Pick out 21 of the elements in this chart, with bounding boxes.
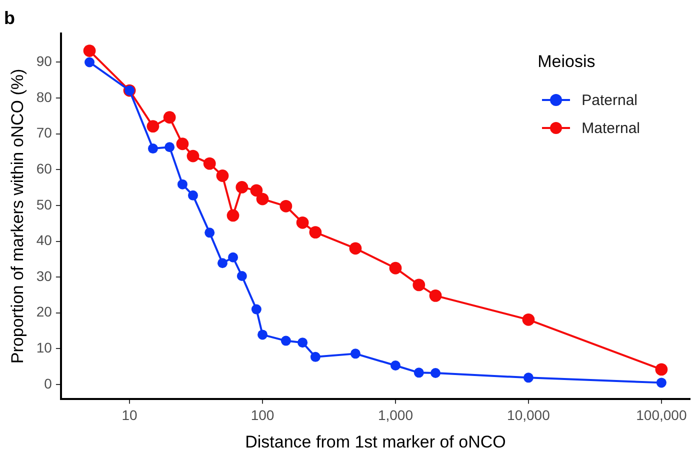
legend-title: Meiosis [538, 52, 596, 72]
y-axis-title: Proportion of markers within oNCO (%) [8, 68, 27, 364]
y-tick-label: 50 [36, 196, 52, 212]
y-tick-label: 90 [36, 53, 52, 70]
y-tick-label: 30 [36, 268, 52, 284]
y-tick-label: 20 [36, 304, 52, 320]
y-tick-label: 80 [36, 88, 52, 105]
y-tick-label: 70 [36, 124, 52, 141]
x-tick-label: 100,000 [636, 407, 687, 424]
x-axis-title: Distance from 1st marker of oNCO [245, 432, 506, 452]
x-tick-label: 10,000 [507, 407, 550, 424]
legend-label: Paternal [582, 92, 638, 108]
y-tick-label: 60 [36, 160, 52, 177]
x-tick-label: 10 [122, 407, 138, 424]
x-tick-label: 1,000 [378, 407, 414, 424]
x-tick-label: 100 [250, 407, 274, 424]
chart-title: b [4, 8, 15, 28]
y-tick-label: 40 [36, 232, 52, 248]
y-tick-label: 10 [36, 340, 52, 356]
y-tick-label: 0 [44, 375, 52, 392]
legend-label: Maternal [582, 120, 640, 136]
